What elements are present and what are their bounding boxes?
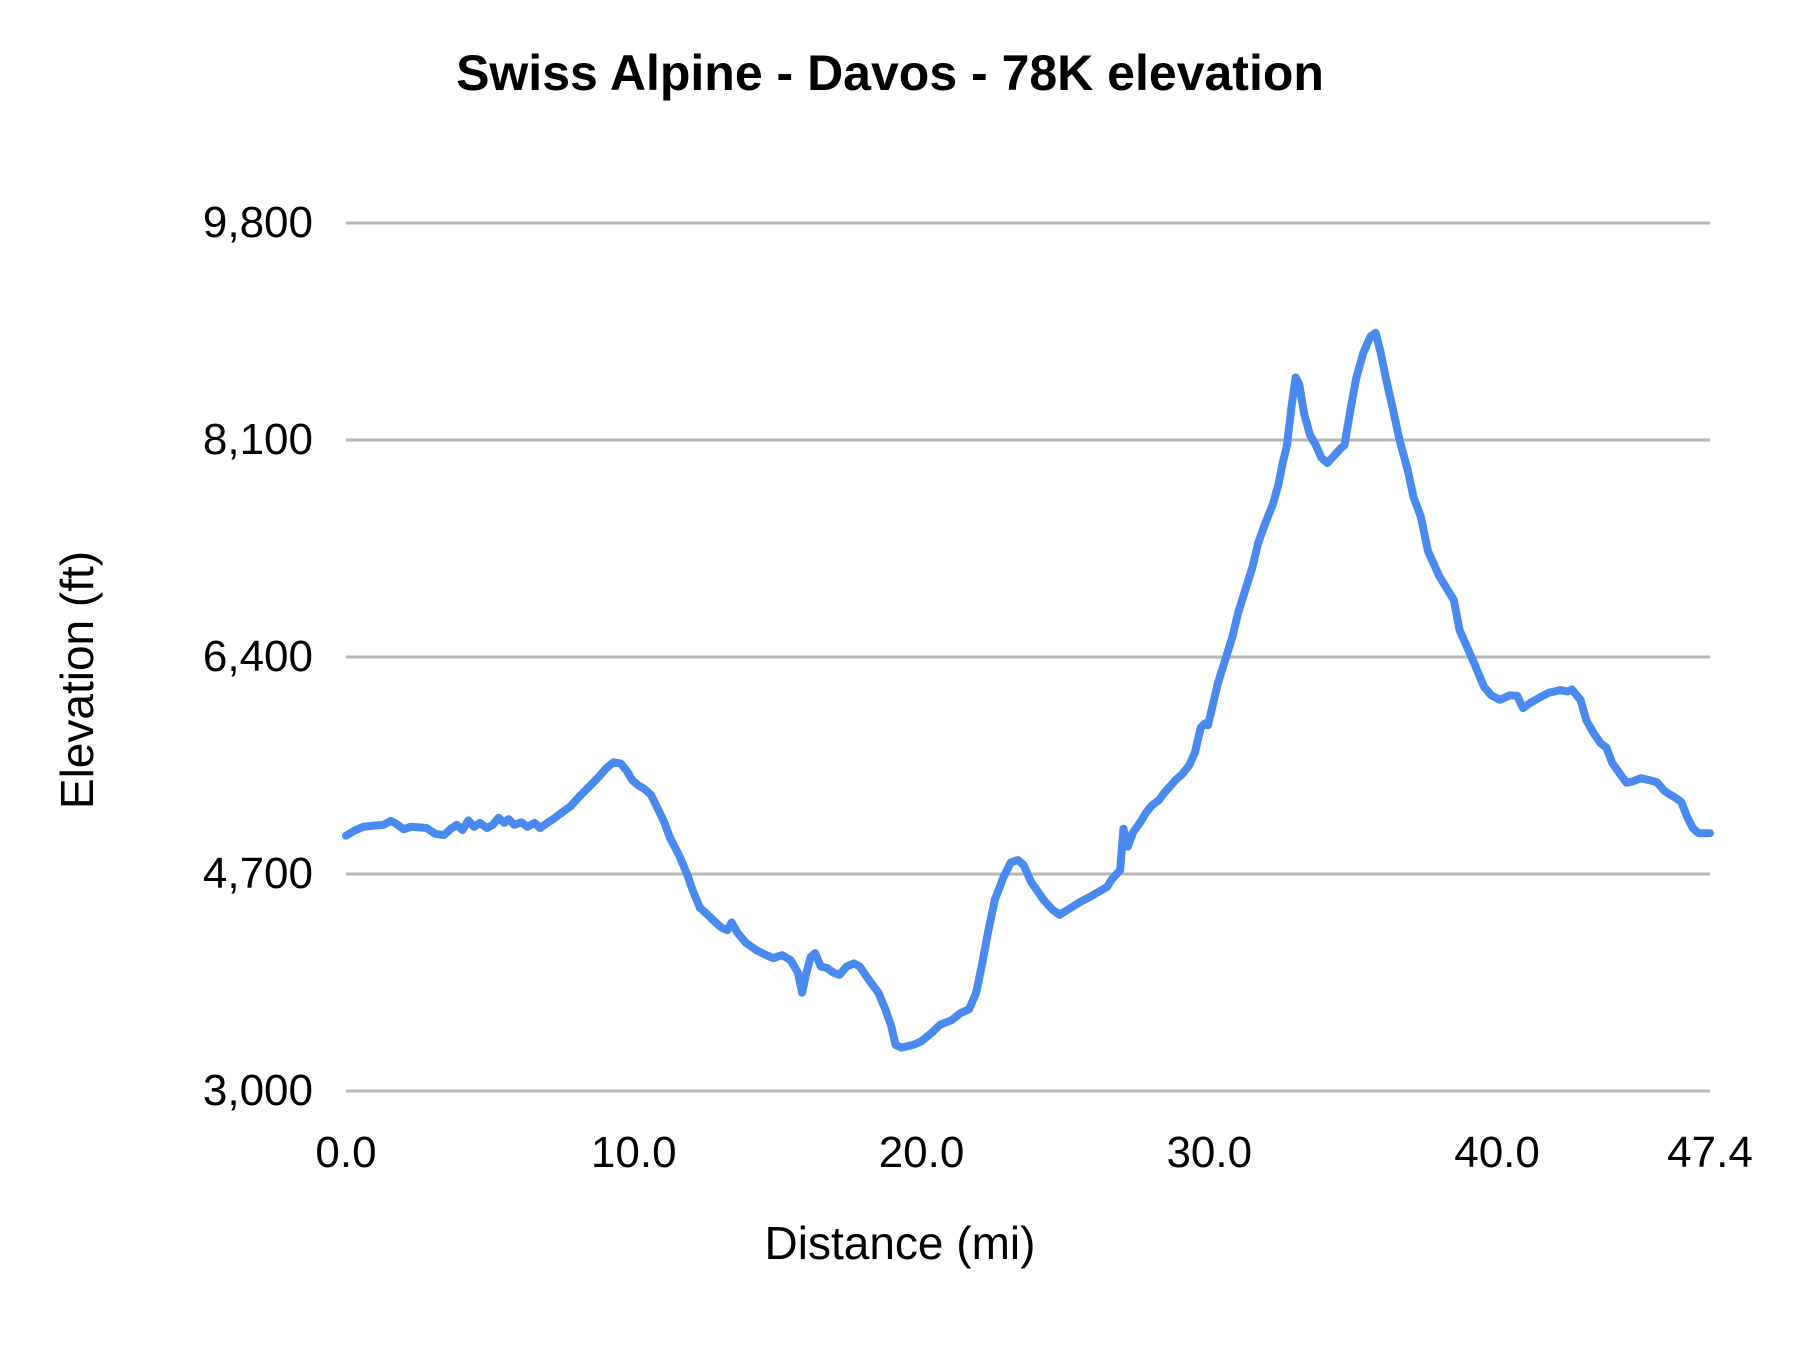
x-axis-tick-label: 40.0 xyxy=(1454,1128,1540,1177)
y-axis-tick-label: 3,000 xyxy=(202,1066,313,1115)
x-axis-tick-label: 10.0 xyxy=(590,1128,677,1177)
x-axis-tick-label: 20.0 xyxy=(878,1128,965,1177)
chart-title: Swiss Alpine - Davos - 78K elevation xyxy=(456,45,1324,101)
x-axis-tick-label: 30.0 xyxy=(1166,1128,1253,1177)
y-axis-tick-label: 8,100 xyxy=(202,415,313,464)
x-axis-tick-label: 0.0 xyxy=(315,1128,377,1177)
x-axis-tick-label: 47.4 xyxy=(1667,1128,1753,1177)
y-axis-tick-label: 6,400 xyxy=(202,632,313,681)
x-axis-title: Distance (mi) xyxy=(764,1217,1036,1269)
y-axis-tick-label: 9,800 xyxy=(202,198,313,247)
gridlines xyxy=(346,221,1710,1093)
y-axis-tick-label: 4,700 xyxy=(202,849,313,898)
elevation-line-series xyxy=(342,328,1714,1052)
